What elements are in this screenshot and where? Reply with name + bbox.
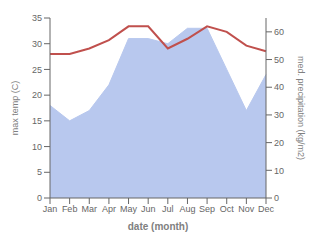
svg-text:Aug: Aug: [179, 204, 195, 214]
svg-text:40: 40: [274, 82, 284, 92]
svg-text:Jul: Jul: [162, 204, 174, 214]
svg-text:10: 10: [32, 142, 42, 152]
svg-text:date (month): date (month): [128, 221, 189, 232]
svg-text:0: 0: [274, 193, 279, 203]
svg-text:0: 0: [37, 193, 42, 203]
svg-text:Jun: Jun: [141, 204, 156, 214]
svg-text:Mar: Mar: [82, 204, 98, 214]
svg-text:5: 5: [37, 167, 42, 177]
svg-text:20: 20: [32, 90, 42, 100]
svg-text:Feb: Feb: [62, 204, 78, 214]
svg-text:Jan: Jan: [43, 204, 58, 214]
svg-text:Apr: Apr: [102, 204, 116, 214]
svg-text:50: 50: [274, 55, 284, 65]
svg-text:Oct: Oct: [220, 204, 235, 214]
svg-text:max temp (C): max temp (C): [10, 81, 20, 136]
svg-text:May: May: [120, 204, 138, 214]
svg-text:Nov: Nov: [238, 204, 255, 214]
svg-text:Dec: Dec: [258, 204, 275, 214]
svg-text:Sep: Sep: [199, 204, 215, 214]
svg-text:35: 35: [32, 13, 42, 23]
svg-text:60: 60: [274, 27, 284, 37]
svg-text:med. precipitation (kg/m2): med. precipitation (kg/m2): [296, 56, 306, 160]
svg-text:20: 20: [274, 138, 284, 148]
svg-text:15: 15: [32, 116, 42, 126]
svg-text:25: 25: [32, 65, 42, 75]
svg-text:30: 30: [274, 110, 284, 120]
svg-text:30: 30: [32, 39, 42, 49]
svg-text:10: 10: [274, 166, 284, 176]
